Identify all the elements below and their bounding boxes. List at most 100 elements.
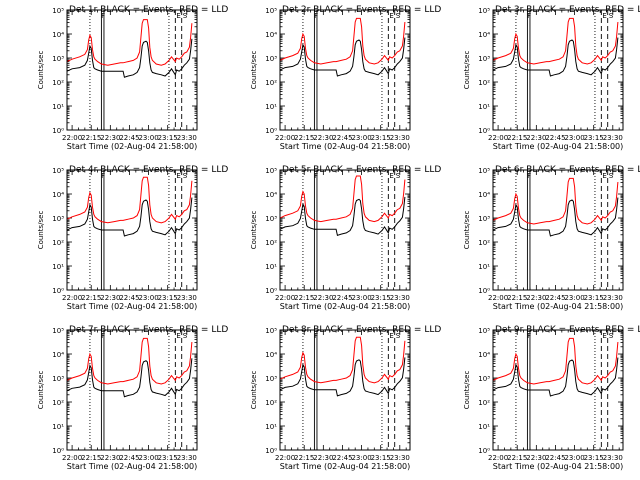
panel-det-5r: Det 5r BLACK = Events, RED = LLD10⁰10¹10… bbox=[250, 165, 441, 311]
y-tick-label: 10⁴ bbox=[478, 351, 490, 359]
x-tick-label: 22:30 bbox=[313, 454, 333, 462]
y-tick-label: 10⁵ bbox=[265, 167, 277, 175]
y-axis-label: Counts/sec bbox=[250, 51, 258, 90]
y-tick-label: 10⁰ bbox=[52, 447, 64, 455]
marker-label: E bbox=[389, 172, 393, 180]
x-tick-label: 23:30 bbox=[177, 134, 197, 142]
x-tick-label: 23:00 bbox=[564, 294, 584, 302]
x-tick-label: 23:30 bbox=[603, 294, 623, 302]
y-axis-label: Counts/sec bbox=[463, 211, 471, 250]
x-tick-label: 22:15 bbox=[507, 134, 527, 142]
y-tick-label: 10¹ bbox=[478, 103, 490, 111]
y-tick-label: 10⁰ bbox=[265, 447, 277, 455]
x-tick-label: 23:15 bbox=[158, 134, 178, 142]
x-tick-label: 23:15 bbox=[371, 294, 391, 302]
events-series-line bbox=[67, 38, 193, 78]
y-tick-label: 10⁴ bbox=[478, 191, 490, 199]
y-tick-label: 10² bbox=[265, 399, 277, 407]
x-tick-label: 22:00 bbox=[275, 454, 295, 462]
x-tick-label: 22:45 bbox=[119, 294, 139, 302]
y-tick-label: 10³ bbox=[52, 215, 64, 223]
marker-label: S bbox=[609, 12, 614, 20]
x-tick-label: 23:00 bbox=[564, 454, 584, 462]
y-tick-label: 10² bbox=[478, 399, 490, 407]
y-tick-label: 10³ bbox=[478, 375, 490, 383]
x-tick-label: 23:15 bbox=[158, 454, 178, 462]
panel-det-6r: Det 6r BLACK = Events, RED = LLD10⁰10¹10… bbox=[463, 165, 640, 311]
y-tick-label: 10⁴ bbox=[265, 351, 277, 359]
x-tick-label: 22:00 bbox=[488, 294, 508, 302]
y-axis-label: Counts/sec bbox=[463, 51, 471, 90]
plot-frame bbox=[279, 9, 411, 131]
marker-label: S bbox=[183, 332, 188, 340]
y-tick-label: 10⁵ bbox=[478, 167, 490, 175]
plot-frame bbox=[66, 9, 198, 131]
y-tick-label: 10² bbox=[52, 399, 64, 407]
x-tick-label: 23:15 bbox=[584, 454, 604, 462]
x-tick-label: 23:00 bbox=[351, 454, 371, 462]
y-tick-label: 10⁴ bbox=[52, 191, 64, 199]
x-tick-label: 22:15 bbox=[507, 294, 527, 302]
x-tick-label: 22:30 bbox=[100, 294, 120, 302]
x-tick-label: 22:00 bbox=[62, 454, 82, 462]
y-axis-label: Counts/sec bbox=[250, 371, 258, 410]
marker-label: S bbox=[396, 332, 401, 340]
x-tick-label: 23:30 bbox=[603, 134, 623, 142]
x-tick-label: 22:15 bbox=[507, 454, 527, 462]
marker-label: E bbox=[602, 12, 606, 20]
x-tick-label: 22:45 bbox=[545, 294, 565, 302]
marker-label: F bbox=[527, 332, 531, 340]
x-axis-label: Start Time (02-Aug-04 21:58:00) bbox=[67, 142, 198, 151]
x-axis-label: Start Time (02-Aug-04 21:58:00) bbox=[280, 462, 411, 471]
marker-label: F bbox=[527, 12, 531, 20]
lld-series-line bbox=[493, 337, 619, 385]
y-tick-label: 10⁰ bbox=[478, 127, 490, 135]
plot-frame bbox=[492, 329, 624, 451]
panel-det-2r: Det 2r BLACK = Events, RED = LLD10⁰10¹10… bbox=[250, 5, 441, 151]
marker-label: E bbox=[176, 332, 180, 340]
plot-frame bbox=[279, 169, 411, 291]
marker-label: E bbox=[389, 12, 393, 20]
y-tick-label: 10¹ bbox=[52, 423, 64, 431]
x-tick-label: 22:45 bbox=[332, 294, 352, 302]
y-tick-label: 10³ bbox=[478, 215, 490, 223]
x-tick-label: 22:45 bbox=[545, 454, 565, 462]
marker-label: F bbox=[527, 172, 531, 180]
lld-series-line bbox=[493, 177, 619, 225]
marker-label: E bbox=[602, 172, 606, 180]
x-axis-label: Start Time (02-Aug-04 21:58:00) bbox=[280, 142, 411, 151]
y-tick-label: 10⁰ bbox=[478, 447, 490, 455]
x-tick-label: 23:30 bbox=[177, 454, 197, 462]
x-tick-label: 23:30 bbox=[177, 294, 197, 302]
y-tick-label: 10⁰ bbox=[52, 287, 64, 295]
panel-det-8r: Det 8r BLACK = Events, RED = LLD10⁰10¹10… bbox=[250, 325, 441, 471]
y-tick-label: 10⁰ bbox=[52, 127, 64, 135]
x-tick-label: 22:15 bbox=[81, 294, 101, 302]
y-tick-label: 10³ bbox=[265, 55, 277, 63]
x-tick-label: 23:30 bbox=[603, 454, 623, 462]
y-tick-label: 10² bbox=[265, 239, 277, 247]
y-tick-label: 10¹ bbox=[478, 423, 490, 431]
y-tick-label: 10⁵ bbox=[265, 7, 277, 15]
panel-det-9r: Det 9r BLACK = Events, RED = LLD10⁰10¹10… bbox=[463, 325, 640, 471]
x-tick-label: 23:15 bbox=[158, 294, 178, 302]
lld-series-line bbox=[67, 176, 193, 224]
x-tick-label: 22:00 bbox=[62, 134, 82, 142]
x-tick-label: 22:45 bbox=[332, 454, 352, 462]
y-tick-label: 10³ bbox=[478, 55, 490, 63]
x-axis-label: Start Time (02-Aug-04 21:58:00) bbox=[67, 462, 198, 471]
events-series-line bbox=[280, 357, 406, 397]
marker-label: F bbox=[101, 332, 105, 340]
y-tick-label: 10⁰ bbox=[265, 127, 277, 135]
x-tick-label: 22:45 bbox=[545, 134, 565, 142]
y-tick-label: 10⁵ bbox=[478, 7, 490, 15]
y-tick-label: 10¹ bbox=[265, 103, 277, 111]
events-series-line bbox=[280, 196, 406, 236]
events-series-line bbox=[280, 37, 406, 77]
x-tick-label: 22:30 bbox=[526, 454, 546, 462]
plot-frame bbox=[492, 9, 624, 131]
x-tick-label: 23:30 bbox=[390, 134, 410, 142]
y-tick-label: 10⁵ bbox=[52, 327, 64, 335]
y-axis-label: Counts/sec bbox=[463, 371, 471, 410]
